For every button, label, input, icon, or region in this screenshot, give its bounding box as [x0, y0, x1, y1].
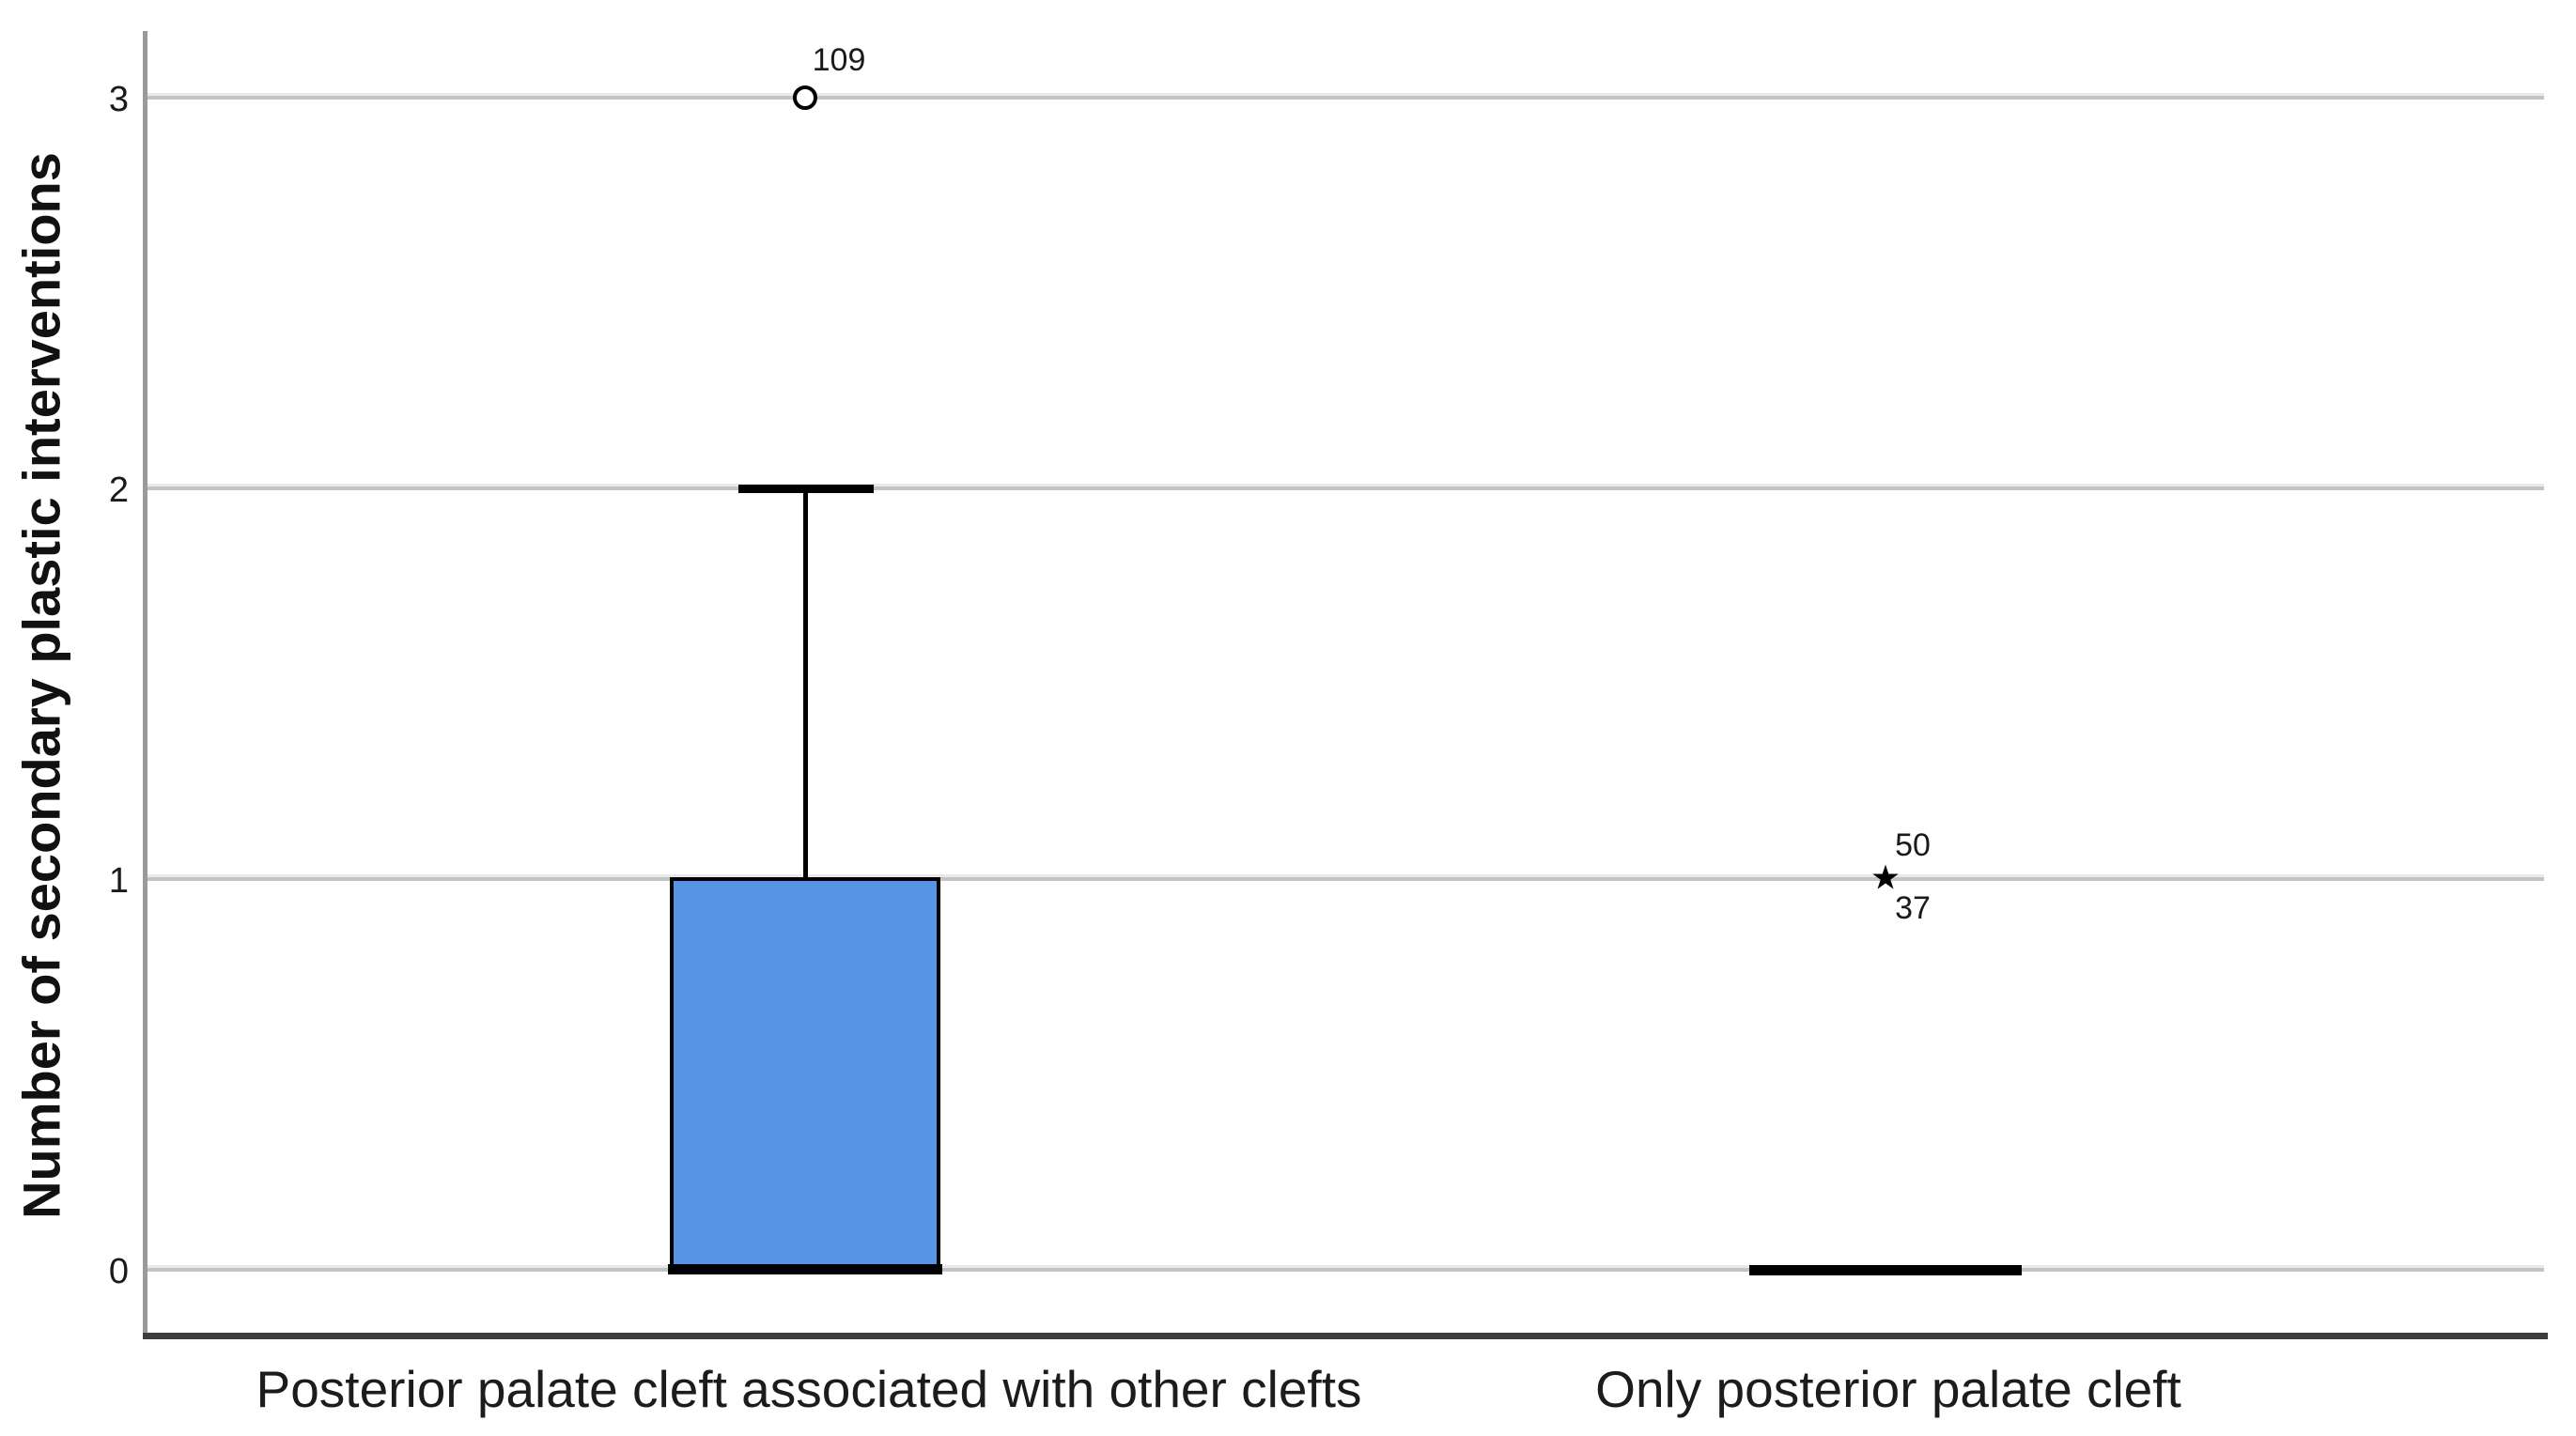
box1-iqr-box [670, 877, 940, 1271]
box2-median-line [1749, 1265, 2022, 1275]
x-category-label-1: Posterior palate cleft associated with o… [256, 1360, 1362, 1418]
y-tick-label-1: 1 [108, 861, 129, 901]
outlier-case-label-37: 37 [1895, 890, 1931, 926]
y-tick-label-0: 0 [108, 1252, 129, 1291]
box1-upper-whisker-cap [738, 485, 874, 493]
gridline-y1 [145, 877, 2544, 881]
y-axis-title: Number of secondary plastic intervention… [11, 152, 71, 1219]
box1-median-line [668, 1264, 942, 1274]
extreme-outlier-star-icon: ★ [1870, 857, 1901, 897]
y-tick-label-2: 2 [108, 471, 129, 510]
y-axis-line [143, 31, 147, 1338]
gridline-y3 [145, 96, 2544, 100]
gridline-y2 [145, 486, 2544, 490]
outlier-case-label-109: 109 [812, 42, 866, 78]
outlier-case-label-50: 50 [1895, 827, 1931, 863]
x-axis-line [143, 1333, 2548, 1339]
box1-upper-whisker-line [803, 488, 808, 879]
x-category-label-2: Only posterior palate cleft [1595, 1360, 2181, 1418]
outlier-circle-icon [793, 85, 817, 110]
gridline-y0 [145, 1268, 2544, 1272]
y-tick-label-3: 3 [108, 80, 129, 119]
